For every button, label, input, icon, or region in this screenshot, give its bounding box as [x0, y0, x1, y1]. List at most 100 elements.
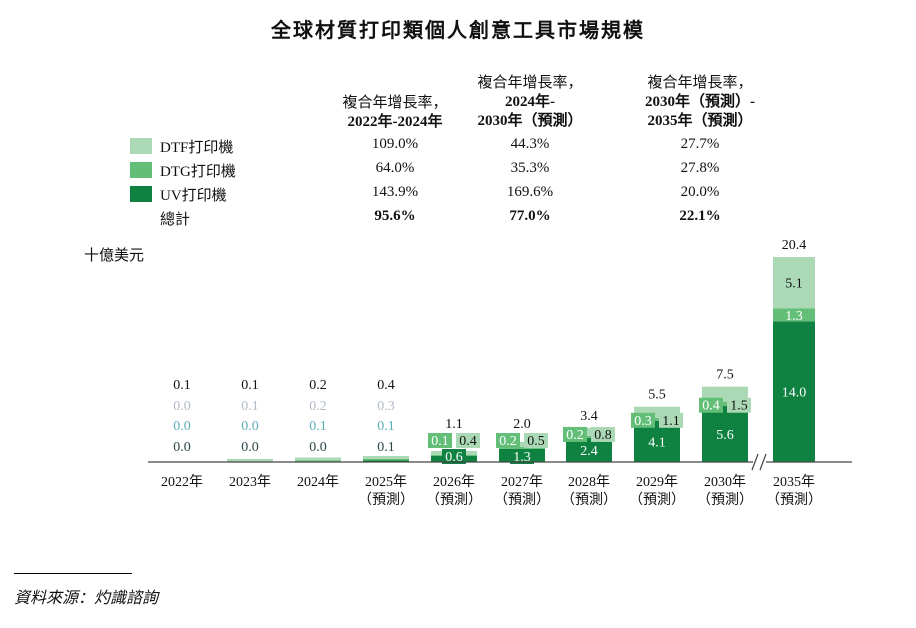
cagr-value: 35.3% [510, 160, 550, 176]
x-tick-sublabel: （預測） [358, 492, 414, 508]
header-line: 複合年增長率， [647, 75, 753, 91]
uv-label: 5.6 [716, 428, 734, 443]
uv-label: 14.0 [782, 386, 807, 401]
source-note: 資料來源：灼識諮詢 [14, 590, 159, 607]
dtg-label-box [699, 397, 723, 413]
header-line: 2030年（預測）- [645, 94, 755, 110]
bar-uv-2025年 [363, 460, 409, 462]
x-tick-sublabel: （預測） [426, 492, 482, 508]
x-tick-sublabel: （預測） [561, 492, 617, 508]
total-label: 0.1 [173, 378, 191, 393]
uv-label: 0.6 [445, 450, 463, 465]
header-line: 2030年（預測） [477, 113, 583, 129]
x-tick-label: 2029年 [636, 474, 678, 490]
legend-swatch [130, 162, 152, 178]
dtf-label: 1.1 [662, 414, 680, 429]
row-label: DTF打印機 [160, 140, 234, 156]
cagr-header-2: 複合年增長率， 2024年- 2030年（預測） [465, 74, 595, 131]
header-line: 複合年增長率， [477, 75, 583, 91]
dtf-label-box [659, 412, 683, 428]
bar-dtg-2024年 [295, 460, 341, 462]
bar-dtg-2027年 [499, 446, 545, 449]
bar-dtf-2029年 [634, 406, 680, 418]
x-tick-label: 2024年 [297, 474, 339, 490]
x-tick-sublabel: （預測） [629, 492, 685, 508]
cagr-value: 64.0% [375, 160, 415, 176]
header-line: 複合年增長率， [342, 95, 448, 111]
dtg-label: 0.3 [634, 414, 652, 429]
dtf-label: 5.1 [785, 277, 803, 292]
cagr-header-3: 複合年增長率， 2030年（預測）- 2035年（預測） [620, 74, 780, 131]
bar-dtg-2025年 [363, 459, 409, 461]
uv-label: 2.4 [580, 444, 598, 459]
bar-dtf-2025年 [363, 455, 409, 459]
dtf-label: 0.8 [594, 428, 612, 443]
cagr-value: 27.8% [680, 160, 720, 176]
bar-dtg-2028年 [566, 435, 612, 438]
header-line: 2022年-2024年 [347, 114, 443, 130]
bar-dtf-2027年 [499, 441, 545, 447]
dtf-label: 0.3 [377, 399, 395, 414]
dtf-label-box [591, 426, 615, 442]
dtf-label-box [727, 397, 751, 413]
bar-dtf-2024年 [295, 457, 341, 461]
dtg-label: 0.0 [173, 419, 191, 434]
legend-swatch [130, 186, 152, 202]
dtg-label: 0.0 [241, 419, 259, 434]
uv-label-box [442, 449, 466, 464]
dtg-label: 0.1 [309, 419, 327, 434]
uv-label-box [510, 449, 534, 464]
x-tick-label: 2027年 [501, 474, 543, 490]
bar-dtg-2035年 [773, 308, 815, 322]
x-tick-sublabel: （預測） [494, 492, 550, 508]
dtf-label: 0.0 [173, 399, 191, 414]
row-label: DTG打印機 [160, 164, 236, 180]
dtf-label-box [456, 433, 480, 448]
x-tick-sublabel: （預測） [697, 492, 753, 508]
source-divider [14, 573, 132, 574]
dtf-label: 1.5 [730, 399, 748, 414]
row-label: UV打印機 [160, 188, 227, 204]
dtg-label-box [631, 412, 655, 428]
cagr-value: 143.9% [371, 184, 419, 200]
dtg-label: 0.4 [702, 399, 720, 414]
bar-dtf-2023年 [227, 459, 273, 462]
x-tick-label: 2023年 [229, 474, 271, 490]
y-unit-label: 十億美元 [84, 248, 145, 264]
dtg-label-box [496, 433, 520, 448]
total-label: 7.5 [716, 368, 734, 383]
bar-dtg-2030年 [702, 401, 748, 406]
total-label: 0.2 [309, 378, 327, 393]
uv-label: 0.1 [377, 440, 395, 455]
bar-uv-2035年 [773, 321, 815, 462]
x-tick-label: 2030年 [704, 474, 746, 490]
uv-label: 0.0 [309, 440, 327, 455]
x-tick-sublabel: （預測） [766, 492, 822, 508]
x-tick-label: 2026年 [433, 474, 475, 490]
cagr-value: 169.6% [506, 184, 554, 200]
total-label: 0.4 [377, 378, 395, 393]
cagr-value: 95.6% [374, 208, 416, 224]
bar-dtf-2035年 [773, 256, 815, 309]
dtg-label-box [563, 426, 587, 442]
dtg-label: 1.3 [785, 309, 803, 324]
header-line: 2024年- [505, 94, 555, 110]
bar-uv-2030年 [702, 405, 748, 462]
x-tick-label: 2022年 [161, 474, 203, 490]
dtg-label: 0.1 [377, 419, 395, 434]
cagr-value: 77.0% [509, 208, 551, 224]
x-tick-label: 2025年 [365, 474, 407, 490]
total-label: 2.0 [513, 417, 531, 432]
dtf-label: 0.2 [309, 399, 327, 414]
dtf-label-box [524, 433, 548, 448]
dtg-label: 0.2 [499, 434, 517, 449]
x-tick-label: 2028年 [568, 474, 610, 490]
uv-label: 4.1 [648, 435, 666, 450]
uv-label: 0.0 [241, 440, 259, 455]
axis-break-mark [751, 453, 759, 471]
uv-label: 0.0 [173, 440, 191, 455]
dtg-label-box [428, 433, 452, 448]
total-label: 3.4 [580, 409, 598, 424]
cagr-value: 44.3% [510, 136, 550, 152]
x-tick-label: 2035年 [773, 474, 815, 490]
